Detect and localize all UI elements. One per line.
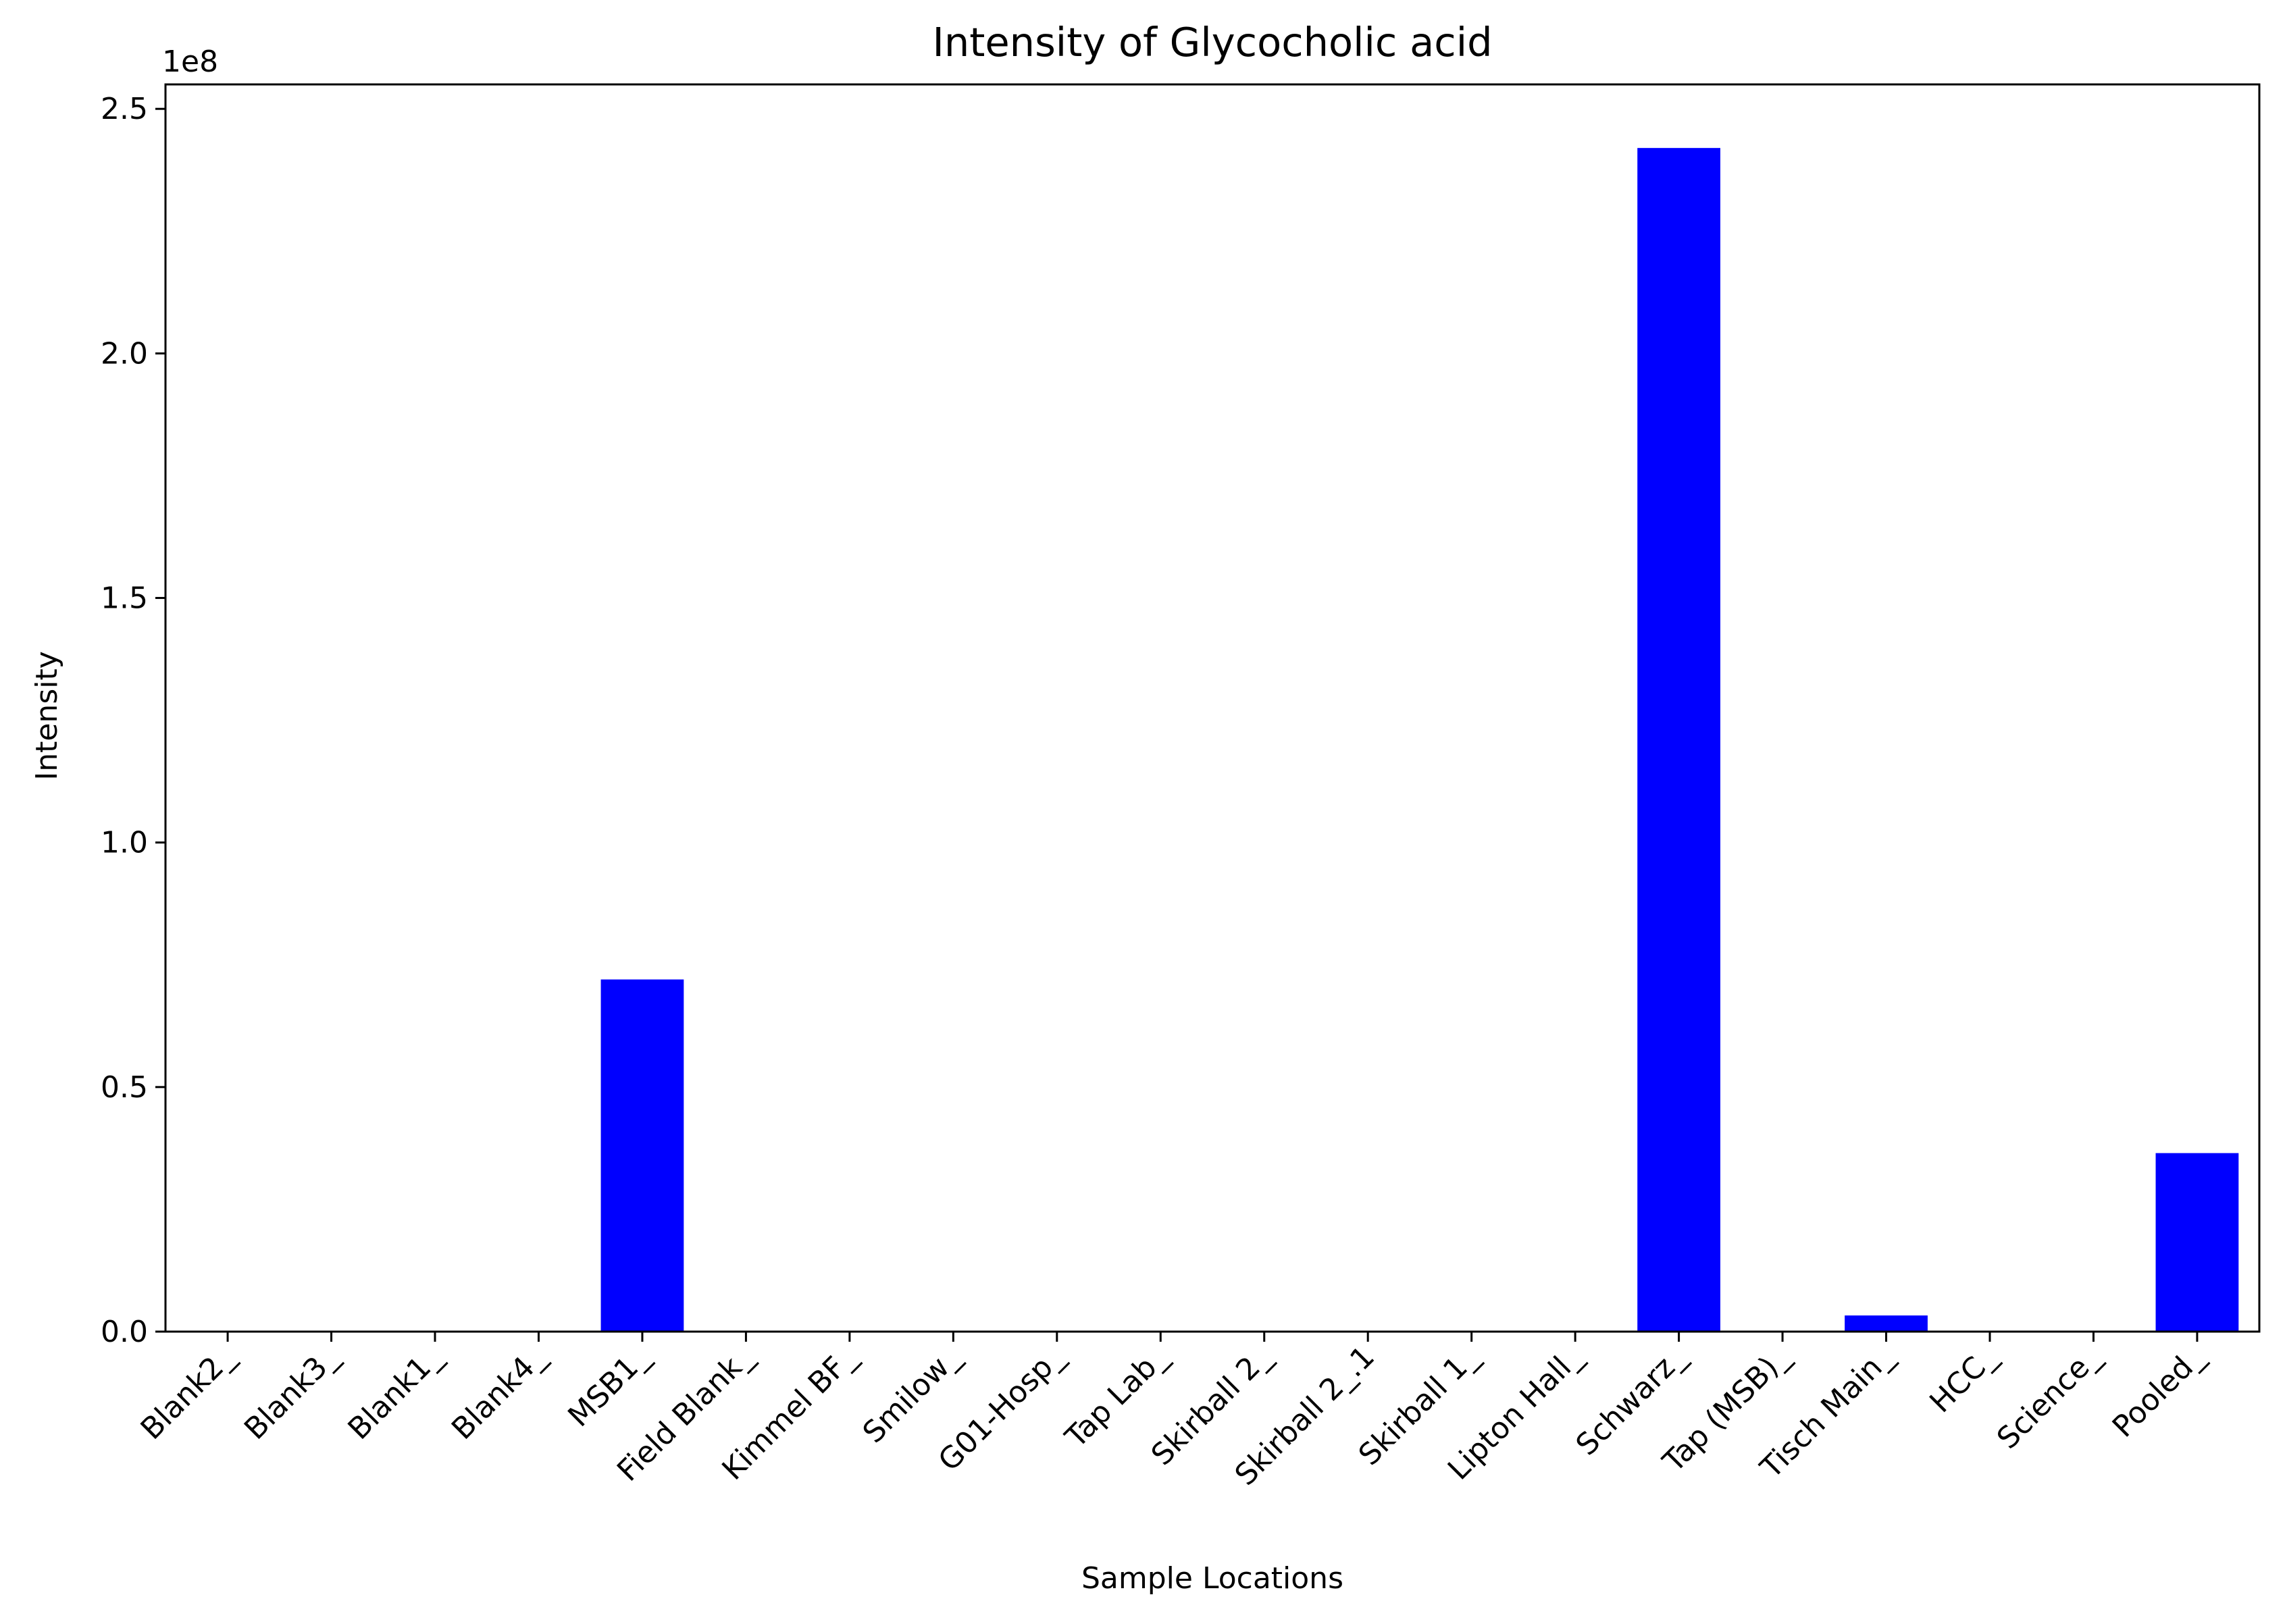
bar-19 xyxy=(2156,1153,2239,1332)
chart-title: Intensity of Glycocholic acid xyxy=(932,19,1492,66)
y-tick-label-4: 2.0 xyxy=(101,336,148,371)
y-tick-label-2: 1.0 xyxy=(101,826,148,860)
bar-16 xyxy=(1845,1315,1928,1332)
y-tick-label-1: 0.5 xyxy=(101,1070,148,1105)
bar-14 xyxy=(1637,148,1720,1332)
y-tick-label-5: 2.5 xyxy=(101,92,148,126)
y-tick-label-3: 1.5 xyxy=(101,581,148,616)
y-tick-label-0: 0.0 xyxy=(101,1315,148,1349)
x-axis-label: Sample Locations xyxy=(1081,1561,1343,1596)
y-axis-label: Intensity xyxy=(30,651,64,781)
bar-4 xyxy=(601,979,684,1332)
y-axis-offset-text: 1e8 xyxy=(162,45,218,79)
